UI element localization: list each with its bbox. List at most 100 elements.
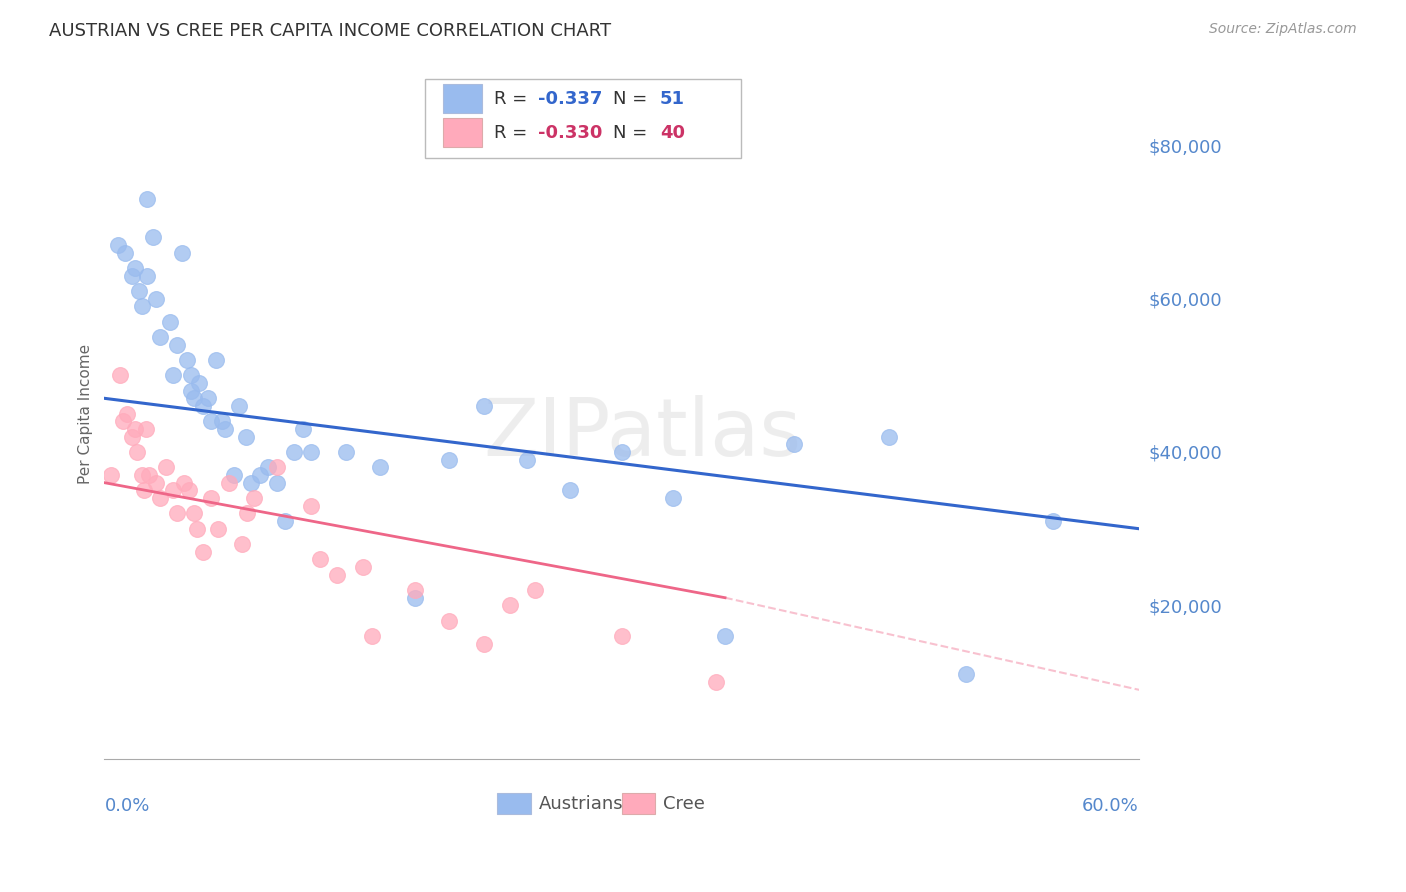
Point [200,491,222,505]
Text: 51: 51 [659,90,685,108]
Point [145,292,167,306]
Point [249,468,271,483]
Point [266,475,288,490]
Point [610,629,633,643]
Point [714,629,737,643]
Point [266,460,288,475]
Text: 60.0%: 60.0% [1083,797,1139,814]
Text: Source: ZipAtlas.com: Source: ZipAtlas.com [1209,22,1357,37]
Point [180,368,202,383]
Point [177,483,200,498]
Point [228,399,250,413]
Point [128,284,150,298]
Point [131,468,153,483]
Point [191,399,214,413]
Point [524,582,547,597]
Point [207,522,229,536]
Text: N =: N = [613,90,654,108]
Point [404,582,426,597]
Point [197,392,219,406]
Point [239,475,262,490]
Point [136,268,159,283]
Point [183,392,205,406]
Point [257,460,280,475]
Text: 0.0%: 0.0% [104,797,150,814]
FancyBboxPatch shape [425,78,741,158]
Point [142,230,165,244]
Text: Austrians: Austrians [538,795,623,813]
Point [211,414,233,428]
Point [205,353,228,368]
Point [472,399,495,413]
Point [236,507,259,521]
Point [188,376,211,390]
Point [135,422,157,436]
Point [162,368,184,383]
Point [162,483,184,498]
Point [155,460,177,475]
Point [437,452,460,467]
Point [662,491,685,505]
Point [186,522,208,536]
Point [136,192,159,206]
Point [326,567,349,582]
Point [108,368,131,383]
Point [360,629,382,643]
Point [472,637,495,651]
Point [131,299,153,313]
Point [114,245,136,260]
Text: N =: N = [613,124,654,142]
FancyBboxPatch shape [498,793,530,814]
Text: 40: 40 [659,124,685,142]
Point [127,445,149,459]
Point [166,507,188,521]
Point [124,422,146,436]
Point [148,491,170,505]
Point [437,614,460,628]
Point [214,422,236,436]
Text: R =: R = [495,124,533,142]
Point [368,460,391,475]
Text: R =: R = [495,90,533,108]
Point [166,337,188,351]
Point [955,667,977,681]
FancyBboxPatch shape [443,119,482,147]
Point [309,552,332,566]
Point [783,437,806,451]
Point [107,238,129,252]
Point [112,414,135,428]
Point [121,430,143,444]
Point [132,483,155,498]
Point [299,499,322,513]
Point [121,268,143,283]
Point [243,491,266,505]
FancyBboxPatch shape [443,85,482,113]
Text: ZIPatlas: ZIPatlas [484,395,801,474]
Point [183,507,205,521]
Point [148,330,170,344]
Point [124,260,146,275]
Point [145,475,167,490]
Point [291,422,314,436]
Point [222,468,245,483]
Point [335,445,357,459]
Point [404,591,426,605]
FancyBboxPatch shape [621,793,655,814]
Text: -0.337: -0.337 [538,90,602,108]
Point [610,445,633,459]
Point [299,445,322,459]
Point [1042,514,1064,528]
Point [274,514,297,528]
Point [218,475,240,490]
Text: -0.330: -0.330 [538,124,602,142]
Point [159,315,181,329]
Y-axis label: Per Capita Income: Per Capita Income [79,343,93,483]
Point [498,599,520,613]
Point [516,452,538,467]
Point [352,560,374,574]
Text: AUSTRIAN VS CREE PER CAPITA INCOME CORRELATION CHART: AUSTRIAN VS CREE PER CAPITA INCOME CORRE… [49,22,612,40]
Point [706,675,728,690]
Point [115,407,138,421]
Point [100,468,122,483]
Point [200,414,222,428]
